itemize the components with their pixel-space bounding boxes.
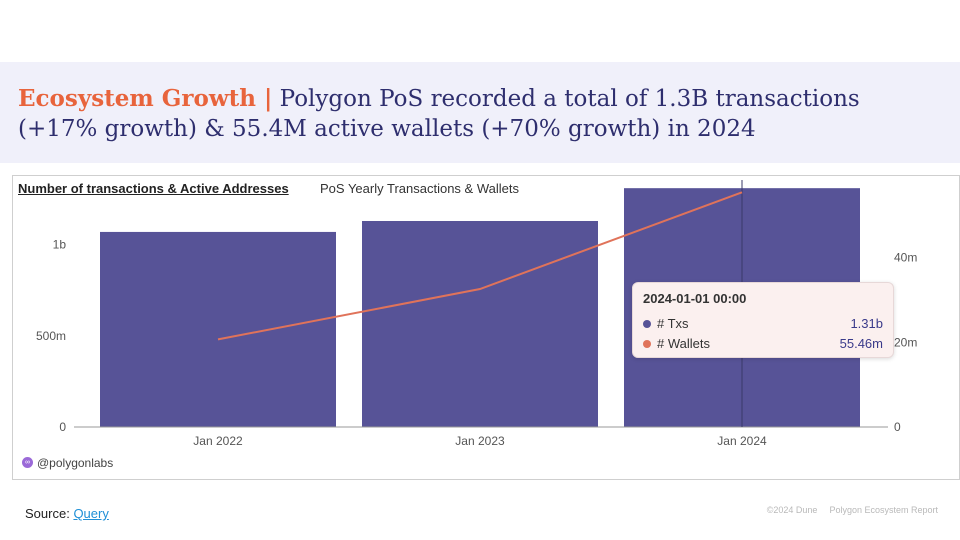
x-axis-ticks: Jan 2022 Jan 2023 Jan 2024	[193, 434, 767, 448]
txs-legend-dot	[643, 319, 651, 328]
right-tick-label: 20m	[894, 335, 917, 349]
x-tick-label: Jan 2023	[455, 434, 505, 448]
tooltip-value-txs: 1.31b	[850, 316, 883, 331]
x-tick-label: Jan 2024	[717, 434, 767, 448]
footer: ©2024 Dune Polygon Ecosystem Report	[767, 505, 938, 515]
chart-tooltip: 2024-01-01 00:00 # Txs 1.31b # Wallets 5…	[632, 282, 894, 358]
tooltip-label-wallets: # Wallets	[657, 336, 710, 351]
chart-title[interactable]: Number of transactions & Active Addresse…	[18, 181, 289, 196]
source-line: Source: Query	[25, 506, 109, 521]
brand-handle[interactable]: ∞ @polygonlabs	[22, 456, 113, 470]
right-axis-ticks: 0 20m 40m	[894, 251, 917, 434]
tooltip-row-wallets: # Wallets 55.46m	[643, 336, 883, 351]
left-axis-ticks: 0 500m 1b	[36, 238, 66, 434]
wallets-series-line	[217, 191, 743, 341]
footer-report: Polygon Ecosystem Report	[829, 505, 938, 515]
headline-accent: Ecosystem Growth |	[18, 85, 273, 112]
right-tick-label: 40m	[894, 251, 917, 265]
wallets-legend-dot	[643, 339, 651, 348]
tooltip-row-txs: # Txs 1.31b	[643, 316, 883, 331]
chart-subtitle: PoS Yearly Transactions & Wallets	[320, 181, 519, 196]
headline-text: Polygon PoS recorded a total of 1.3B tra…	[18, 86, 860, 142]
left-tick-label: 500m	[36, 329, 66, 343]
footer-copyright: ©2024 Dune	[766, 505, 818, 515]
right-tick-label: 0	[894, 420, 901, 434]
left-tick-label: 0	[59, 420, 66, 434]
left-tick-label: 1b	[53, 238, 67, 252]
page-headline: Ecosystem Growth | Polygon PoS recorded …	[18, 84, 938, 144]
brand-handle-text: @polygonlabs	[37, 456, 114, 470]
tooltip-label-txs: # Txs	[657, 316, 689, 331]
source-label: Source:	[25, 506, 70, 521]
tooltip-value-wallets: 55.46m	[839, 336, 883, 351]
txs-bar-jan-2023[interactable]	[362, 220, 598, 427]
header-band	[0, 62, 960, 163]
query-link[interactable]: Query	[73, 506, 109, 521]
x-tick-label: Jan 2022	[193, 434, 243, 448]
tooltip-title: 2024-01-01 00:00	[643, 291, 747, 306]
polygon-logo-icon: ∞	[22, 457, 33, 469]
txs-bar-jan-2022[interactable]	[100, 231, 336, 427]
